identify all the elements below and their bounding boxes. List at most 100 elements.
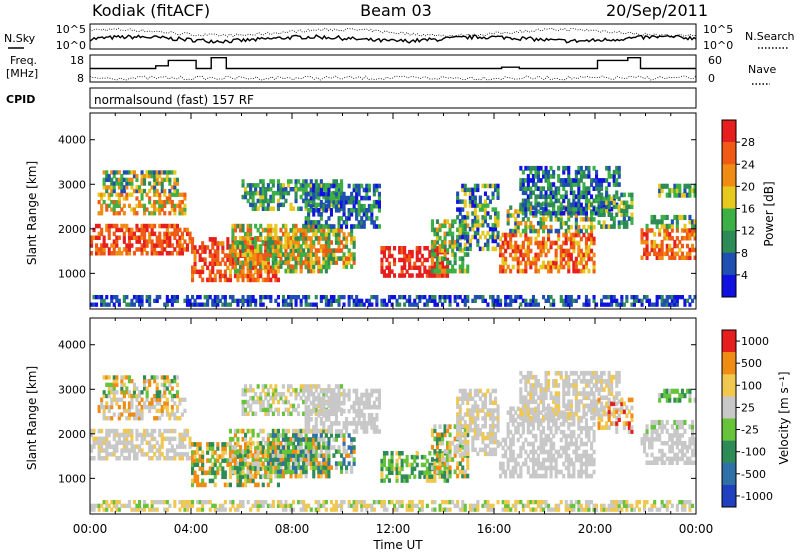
power-cell-1878 <box>491 238 495 244</box>
velocity-cell-1620 <box>443 457 447 462</box>
power-cell-2303 <box>526 182 530 187</box>
velocity-cell-950 <box>289 469 293 474</box>
velocity-cell-1495 <box>398 470 402 475</box>
velocity-cell-33 <box>105 440 109 445</box>
power-cell-505 <box>226 265 230 271</box>
velocity-cell-654 <box>244 436 248 442</box>
power-cell-1420 <box>342 203 346 209</box>
power-cell-2082 <box>574 264 578 270</box>
power-cell-1458 <box>357 220 361 225</box>
velocity-cell-528 <box>241 470 245 476</box>
power-cell-2286 <box>521 186 525 191</box>
power-cell-2939 <box>284 298 288 303</box>
velocity-cell-693 <box>261 465 265 471</box>
power-cell-1103 <box>345 256 349 261</box>
power-cell-1060 <box>327 244 331 249</box>
power-cell-1841 <box>478 207 482 212</box>
power-cell-2294 <box>524 190 528 196</box>
power-cell-1765 <box>458 230 462 236</box>
power-cell-1370 <box>319 187 323 193</box>
velocity-cell-543 <box>246 446 250 451</box>
power-cell-1481 <box>365 212 369 217</box>
velocity-cell-1309 <box>322 421 326 426</box>
power-cell-1438 <box>350 199 354 205</box>
power-cell-462 <box>208 253 212 258</box>
power-cell-669 <box>236 268 240 274</box>
velocity-cell-50 <box>112 428 116 434</box>
power-cell-2549 <box>612 178 616 183</box>
power-cell-1123 <box>352 240 356 245</box>
power-cell-2972 <box>329 295 333 300</box>
velocity-cell-1411 <box>360 392 364 398</box>
power-cell-3045 <box>435 302 439 307</box>
power-cell-395 <box>158 174 162 179</box>
velocity-cell-1521 <box>413 458 417 464</box>
power-cell-261 <box>155 207 159 212</box>
power-cell-2881 <box>203 295 207 300</box>
power-cell-3037 <box>425 298 429 303</box>
power-cell-2803 <box>693 188 697 194</box>
power-cell-372 <box>143 177 147 182</box>
velocity-cell-1637 <box>448 457 452 462</box>
velocity-cell-123 <box>150 448 154 453</box>
power-cell-3212 <box>685 298 689 303</box>
power-cell-3029 <box>415 302 419 307</box>
power-cell-2704 <box>675 251 679 257</box>
power-cell-3140 <box>584 295 588 300</box>
power-cell-2215 <box>559 221 563 226</box>
power-cell-1078 <box>334 248 338 253</box>
power-cell-118 <box>150 227 154 233</box>
velocity-cell-416 <box>193 454 197 459</box>
velocity-cell-1105 <box>246 411 250 416</box>
velocity-cell-1039 <box>327 465 331 470</box>
power-cell-2663 <box>653 243 657 249</box>
velocity-cell-412 <box>193 474 197 480</box>
power-cell-3061 <box>461 298 465 303</box>
power-cell-487 <box>216 245 220 250</box>
power-cell-193 <box>188 231 192 237</box>
velocity-cell-281 <box>165 412 169 417</box>
power-cell-1436 <box>350 212 354 217</box>
velocity-cell-552 <box>251 478 255 484</box>
power-cell-982 <box>292 248 296 253</box>
velocity-cell-101 <box>138 448 142 453</box>
power-cell-578 <box>251 245 255 250</box>
power-cell-2694 <box>668 232 672 237</box>
power-cell-2291 <box>524 206 528 212</box>
power-cell-2058 <box>564 236 568 242</box>
power-cell-512 <box>228 273 232 279</box>
power-cell-2266 <box>590 221 594 226</box>
power-cell-1021 <box>309 252 313 257</box>
velocity-cell-711 <box>266 432 270 438</box>
power-cell-1919 <box>501 252 505 258</box>
power-cell-1267 <box>317 202 321 208</box>
power-cell-1789 <box>463 187 467 193</box>
velocity-cell-1447 <box>372 400 376 406</box>
power-cell-2023 <box>549 268 553 274</box>
power-cell-2308 <box>529 194 533 200</box>
velocity-cell-1325 <box>327 413 331 418</box>
velocity-cell-1258 <box>334 384 338 389</box>
power-cell-1975 <box>526 260 530 266</box>
power-cell-2426 <box>567 165 571 171</box>
power-cell-383 <box>153 188 157 194</box>
power-cell-2220 <box>562 221 566 226</box>
velocity-cell-242 <box>135 412 139 417</box>
power-cell-1539 <box>387 246 391 251</box>
power-cell-1299 <box>332 190 336 196</box>
velocity-cell-1077 <box>347 461 351 466</box>
velocity-cell-173 <box>178 444 182 449</box>
velocity-cell-1543 <box>428 466 432 472</box>
velocity-cell-96 <box>135 452 139 457</box>
power-cell-700 <box>246 252 250 257</box>
velocity-cell-253 <box>140 405 144 410</box>
power-cell-1124 <box>352 236 356 241</box>
velocity-cell-1335 <box>329 396 333 402</box>
power-cell-2813 <box>100 295 104 300</box>
velocity-cell-704 <box>264 453 268 458</box>
power-cell-3144 <box>592 295 596 300</box>
power-cell-885 <box>314 260 318 266</box>
power-cell-174 <box>178 247 182 252</box>
power-cell-1489 <box>367 203 371 209</box>
velocity-cell-1040 <box>327 461 331 466</box>
